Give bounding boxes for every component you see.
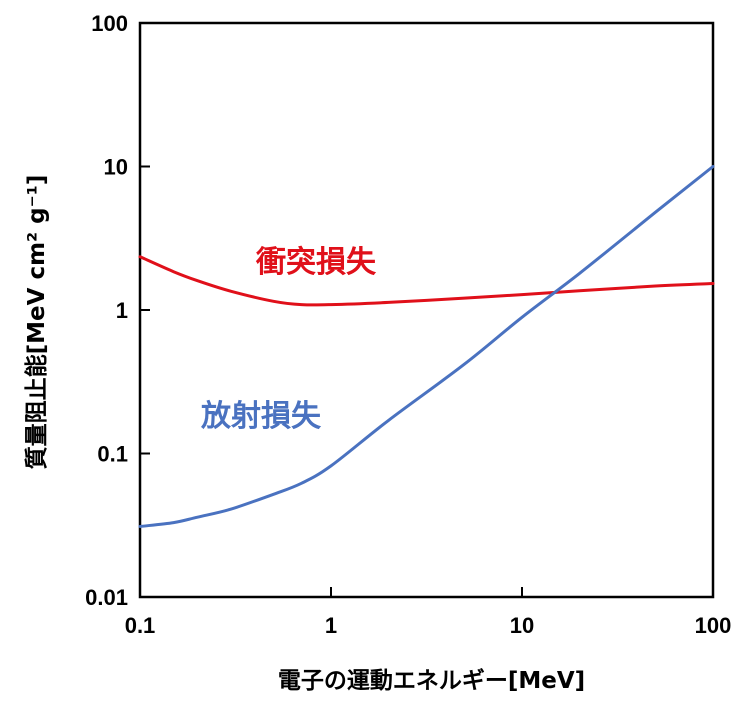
x-tick-label: 100 — [695, 613, 732, 638]
x-tick-label: 10 — [510, 613, 534, 638]
x-axis-ticks: 0.1 1 10 100 — [125, 587, 732, 638]
series-line-radiative-loss — [138, 165, 715, 528]
y-axis-ticks: 0.01 0.1 1 10 100 — [85, 11, 150, 610]
y-tick-label: 0.01 — [85, 585, 128, 610]
x-tick-label: 0.1 — [125, 613, 156, 638]
series-line-collision-loss — [138, 255, 715, 307]
series-lines — [138, 165, 715, 528]
y-tick-label: 1 — [116, 298, 128, 323]
y-tick-label: 100 — [91, 11, 128, 36]
x-tick-label: 1 — [325, 613, 337, 638]
y-axis-title: 質量阻止能[MeV cm² g⁻¹] — [23, 175, 50, 470]
x-axis-title: 電子の運動エネルギー[MeV] — [278, 668, 585, 694]
series-label-radiative-loss: 放射損失 — [200, 399, 322, 434]
y-tick-label: 10 — [104, 155, 128, 180]
y-tick-label: 0.1 — [97, 442, 128, 467]
series-label-collision-loss: 衝突損失 — [255, 245, 377, 280]
